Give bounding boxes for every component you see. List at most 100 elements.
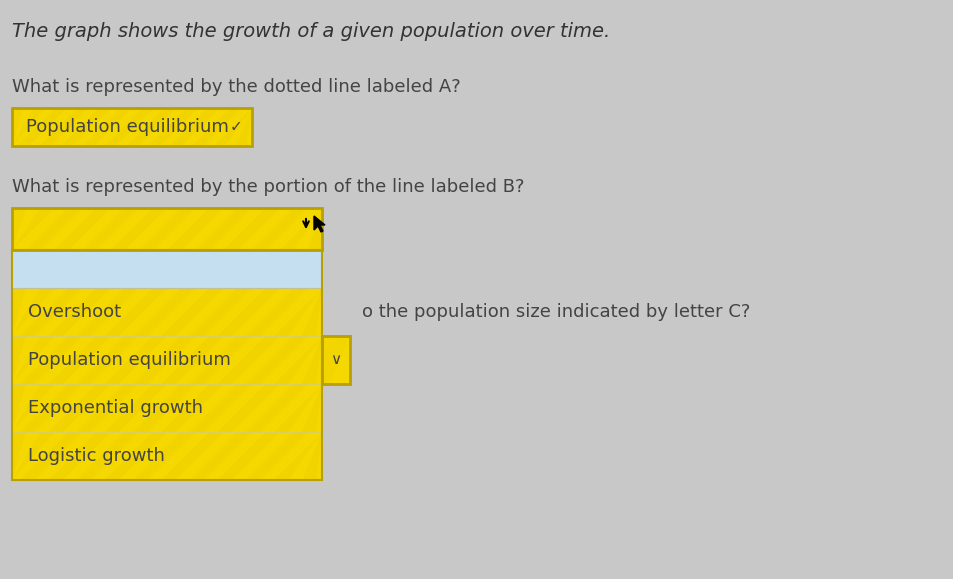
Bar — [12, 288, 322, 336]
Polygon shape — [76, 432, 139, 480]
Polygon shape — [161, 288, 223, 336]
Bar — [12, 208, 322, 250]
Bar — [12, 432, 322, 480]
Polygon shape — [213, 108, 252, 146]
Polygon shape — [322, 336, 331, 384]
Polygon shape — [20, 336, 82, 384]
Polygon shape — [12, 108, 45, 146]
Polygon shape — [322, 336, 343, 384]
Polygon shape — [12, 288, 26, 336]
Polygon shape — [12, 384, 26, 432]
Polygon shape — [322, 336, 350, 384]
Polygon shape — [322, 336, 350, 384]
Polygon shape — [171, 108, 219, 146]
Bar — [12, 250, 322, 288]
Polygon shape — [322, 336, 350, 384]
Polygon shape — [322, 336, 323, 384]
Polygon shape — [217, 336, 279, 384]
Polygon shape — [17, 108, 67, 146]
Polygon shape — [190, 384, 252, 432]
Polygon shape — [325, 336, 350, 384]
Polygon shape — [223, 208, 279, 250]
Text: What is represented by the portion of the line labeled B?: What is represented by the portion of th… — [12, 178, 524, 196]
Polygon shape — [49, 432, 111, 480]
Polygon shape — [49, 336, 111, 384]
Polygon shape — [280, 208, 322, 250]
Polygon shape — [76, 288, 139, 336]
Polygon shape — [61, 108, 110, 146]
Bar — [12, 208, 322, 250]
Polygon shape — [12, 288, 54, 336]
Polygon shape — [12, 432, 26, 480]
Polygon shape — [12, 384, 54, 432]
Polygon shape — [246, 288, 308, 336]
Polygon shape — [274, 384, 322, 432]
Polygon shape — [12, 336, 26, 384]
Polygon shape — [274, 432, 322, 480]
Polygon shape — [252, 208, 308, 250]
Polygon shape — [76, 336, 139, 384]
Text: ✓: ✓ — [230, 119, 242, 134]
Polygon shape — [327, 336, 350, 384]
Polygon shape — [12, 108, 23, 146]
Polygon shape — [12, 432, 54, 480]
Polygon shape — [308, 208, 322, 250]
Polygon shape — [322, 336, 350, 384]
Polygon shape — [133, 432, 195, 480]
Polygon shape — [20, 384, 82, 432]
Text: Population equilibrium: Population equilibrium — [28, 351, 231, 369]
Bar — [322, 336, 350, 384]
Polygon shape — [49, 384, 111, 432]
Bar — [322, 336, 350, 384]
Polygon shape — [105, 288, 167, 336]
Polygon shape — [195, 208, 252, 250]
Polygon shape — [111, 208, 167, 250]
Polygon shape — [149, 108, 197, 146]
Bar — [12, 108, 252, 146]
Polygon shape — [302, 384, 322, 432]
Polygon shape — [190, 288, 252, 336]
Polygon shape — [54, 208, 111, 250]
Text: o the population size indicated by letter C?: o the population size indicated by lette… — [361, 303, 750, 321]
Polygon shape — [139, 208, 195, 250]
Polygon shape — [314, 216, 325, 232]
Polygon shape — [217, 288, 279, 336]
Polygon shape — [105, 432, 167, 480]
Polygon shape — [322, 336, 346, 384]
Polygon shape — [235, 108, 252, 146]
Polygon shape — [190, 336, 252, 384]
Polygon shape — [190, 432, 252, 480]
Polygon shape — [322, 336, 328, 384]
Bar — [12, 336, 322, 384]
Polygon shape — [302, 336, 322, 384]
Polygon shape — [39, 108, 89, 146]
Polygon shape — [83, 108, 132, 146]
Polygon shape — [322, 336, 334, 384]
Polygon shape — [167, 208, 223, 250]
Polygon shape — [322, 336, 350, 384]
Polygon shape — [217, 384, 279, 432]
Polygon shape — [12, 208, 26, 250]
Text: What is represented by the dotted line labeled A?: What is represented by the dotted line l… — [12, 78, 460, 96]
Bar — [12, 384, 322, 432]
Polygon shape — [302, 288, 322, 336]
Polygon shape — [274, 288, 322, 336]
Polygon shape — [133, 336, 195, 384]
Polygon shape — [83, 208, 139, 250]
Polygon shape — [12, 336, 54, 384]
Text: Overshoot: Overshoot — [28, 303, 121, 321]
Text: Population equilibrium: Population equilibrium — [26, 118, 229, 136]
Polygon shape — [161, 336, 223, 384]
Polygon shape — [322, 336, 350, 384]
Polygon shape — [105, 336, 167, 384]
Text: Logistic growth: Logistic growth — [28, 447, 165, 465]
Polygon shape — [49, 288, 111, 336]
Polygon shape — [322, 336, 338, 384]
Polygon shape — [127, 108, 175, 146]
Polygon shape — [76, 384, 139, 432]
Polygon shape — [302, 432, 322, 480]
Polygon shape — [20, 288, 82, 336]
Text: The graph shows the growth of a given population over time.: The graph shows the growth of a given po… — [12, 22, 610, 41]
Polygon shape — [133, 384, 195, 432]
Polygon shape — [246, 336, 308, 384]
